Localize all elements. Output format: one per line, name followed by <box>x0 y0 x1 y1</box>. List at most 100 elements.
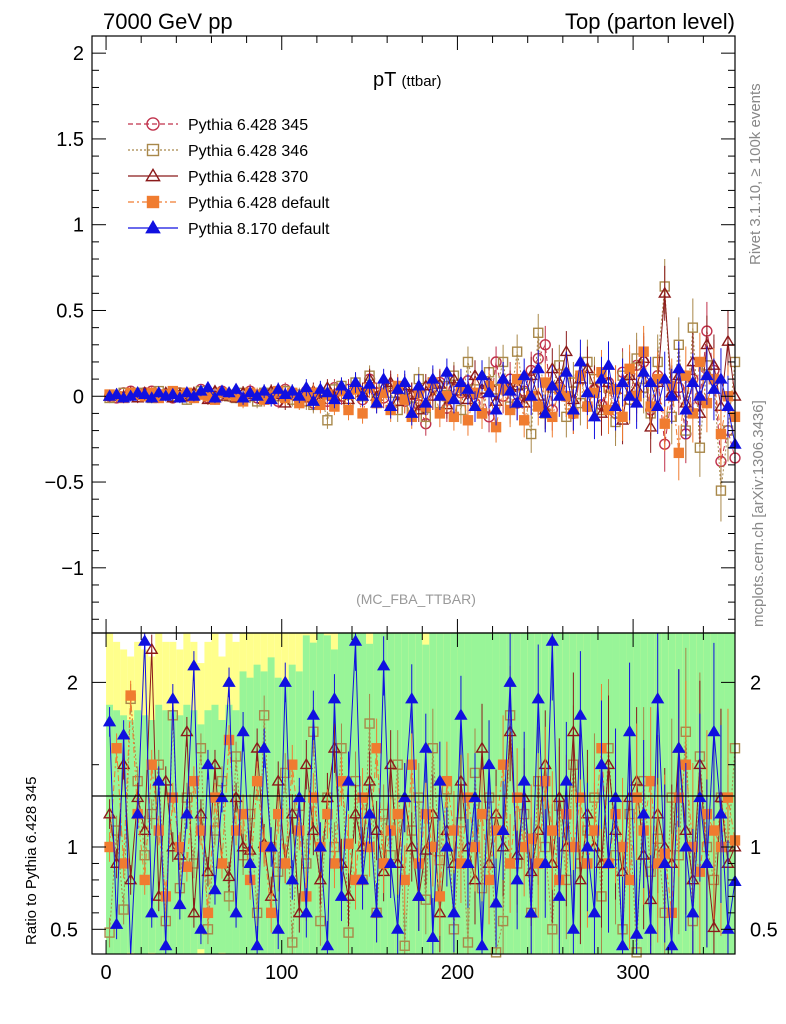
ratio-point <box>538 856 552 868</box>
ratio-point <box>686 906 700 918</box>
data-point <box>454 375 468 388</box>
data-point <box>518 415 530 426</box>
data-point <box>659 418 670 429</box>
legend-marker <box>145 168 161 182</box>
ratio-point <box>287 759 298 770</box>
data-point <box>629 396 644 408</box>
ratio-band-inner <box>267 657 275 954</box>
ratio-point <box>517 774 531 786</box>
ratio-line <box>109 698 736 953</box>
ratio-point <box>280 858 291 869</box>
ratio-point <box>265 907 277 919</box>
ratio-point <box>271 774 285 786</box>
data-point <box>573 355 588 367</box>
data-point <box>608 399 623 412</box>
ratio-point <box>109 917 124 929</box>
ratio-point <box>348 634 363 646</box>
ratio-point <box>371 743 382 754</box>
ratio-band-inner <box>316 633 324 954</box>
data-point <box>707 382 721 394</box>
ratio-point <box>679 840 693 852</box>
ratio-point <box>434 891 446 902</box>
data-point <box>433 389 447 401</box>
ratio-point <box>714 807 728 819</box>
ratio-band-inner <box>169 710 177 954</box>
ratio-point <box>250 741 264 753</box>
data-point <box>680 370 692 381</box>
ratio-point <box>540 775 551 787</box>
ratio-point <box>251 775 263 787</box>
data-point <box>462 415 474 426</box>
ratio-point <box>526 833 537 844</box>
ratio-point <box>489 896 503 908</box>
y-tick-label: −0.5 <box>45 472 84 494</box>
ratio-point <box>153 825 164 836</box>
ratio-point <box>166 692 180 704</box>
ratio-point <box>672 741 686 753</box>
ratio-point <box>131 807 145 819</box>
legend-label: Pythia 6.428 370 <box>188 169 308 186</box>
ratio-point <box>201 757 215 770</box>
ratio-point <box>341 774 356 786</box>
ratio-point <box>420 808 431 820</box>
ratio-point <box>251 907 263 919</box>
legend-marker <box>146 117 160 131</box>
data-point <box>138 387 152 400</box>
ratio-point <box>475 741 489 753</box>
data-point <box>462 356 474 368</box>
ratio-point <box>250 938 264 951</box>
ratio-point <box>208 883 222 895</box>
ratio-point <box>419 741 433 753</box>
ratio-point <box>229 906 243 918</box>
ratio-y-tick-label: 2 <box>67 672 78 694</box>
plot-title-sub: (ttbar) <box>402 73 442 90</box>
ratio-point <box>208 757 222 770</box>
ratio-point <box>708 825 720 836</box>
ratio-point <box>448 825 460 836</box>
ratio-point <box>357 792 368 803</box>
ratio-point <box>566 922 580 934</box>
y-tick-label: 0 <box>73 386 84 408</box>
data-point <box>538 406 552 418</box>
ratio-point <box>280 767 291 779</box>
ratio-band-inner <box>127 720 135 953</box>
ratio-point <box>104 927 115 938</box>
ratio-point <box>273 808 284 820</box>
ratio-point <box>391 856 405 868</box>
data-point <box>679 403 693 415</box>
ratio-point <box>285 873 299 885</box>
ratio-point <box>573 873 588 885</box>
data-point <box>622 389 637 401</box>
ratio-point <box>665 938 679 951</box>
ratio-point <box>399 874 410 886</box>
ratio-point <box>461 856 475 868</box>
data-point <box>384 399 398 412</box>
ratio-point <box>601 757 616 770</box>
ratio-point <box>362 807 377 819</box>
ratio-point <box>624 874 635 886</box>
ratio-point <box>236 724 250 737</box>
ratio-point <box>180 724 194 737</box>
data-point <box>533 327 544 338</box>
ratio-point <box>722 792 734 803</box>
data-point <box>426 372 440 384</box>
ratio-point <box>547 924 558 935</box>
ratio-point <box>287 937 298 948</box>
ratio-point <box>658 856 672 868</box>
ratio-point <box>707 724 721 737</box>
analysis-label: (MC_FBA_TTBAR) <box>356 591 476 607</box>
plot-title-main: pT <box>373 69 396 91</box>
ratio-point <box>391 922 405 934</box>
ratio-point <box>138 634 152 646</box>
data-point <box>694 356 706 368</box>
data-point <box>434 408 446 419</box>
data-point <box>617 411 628 423</box>
ratio-point <box>160 891 171 902</box>
data-point <box>566 403 580 415</box>
ratio-band-inner <box>302 635 310 954</box>
main-frame <box>91 35 736 634</box>
legend-label: Pythia 6.428 346 <box>188 143 308 160</box>
ratio-point <box>594 757 609 770</box>
ratio-point <box>327 692 342 704</box>
data-point <box>285 384 299 396</box>
